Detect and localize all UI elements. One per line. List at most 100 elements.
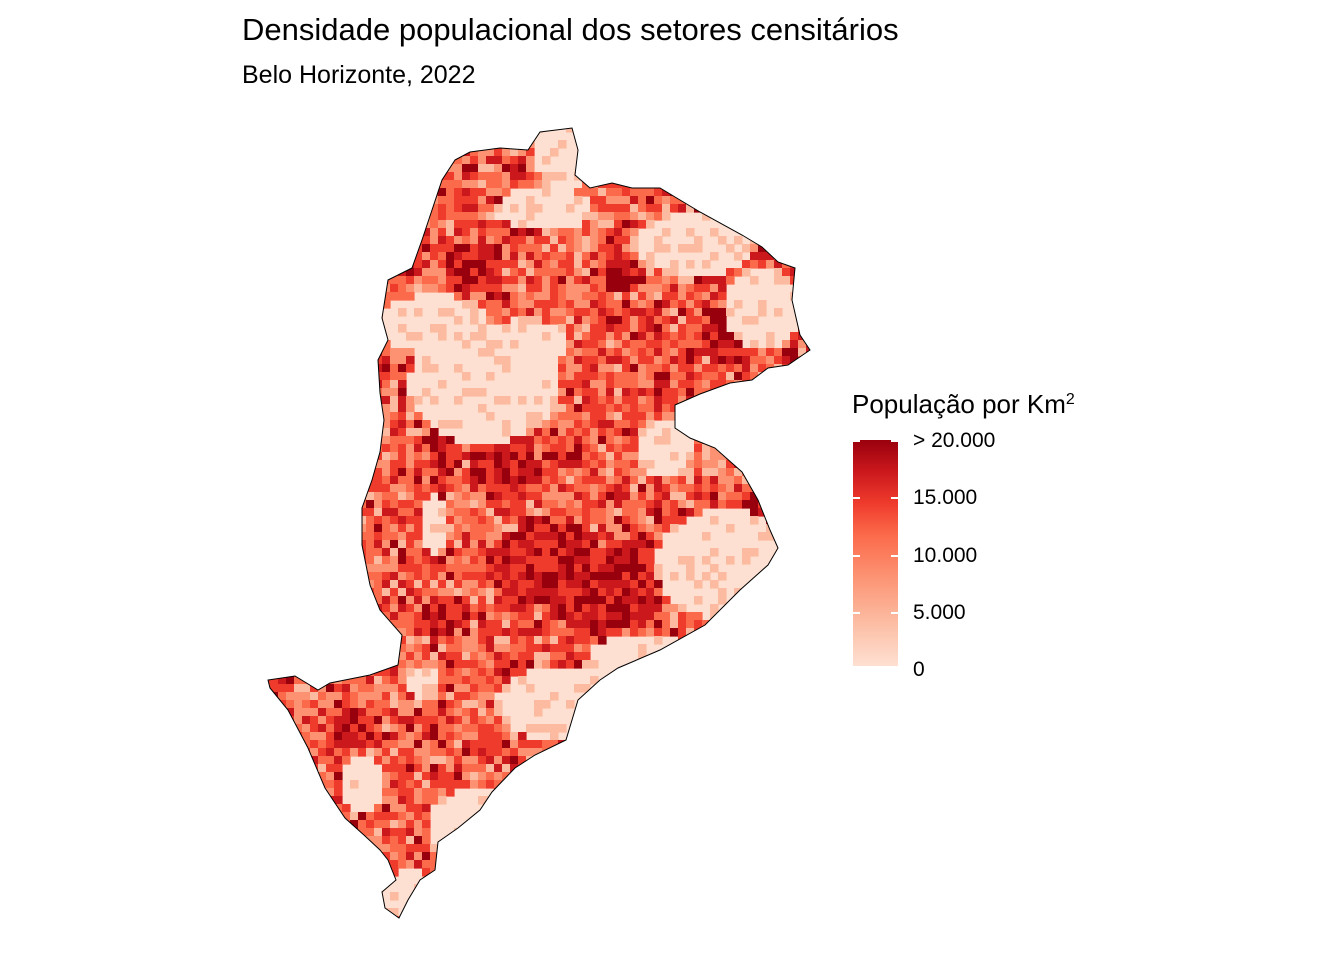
census-tract-cell <box>702 164 711 173</box>
census-tract-cell <box>318 300 327 309</box>
census-tract-cell <box>638 340 647 349</box>
census-tract-cell <box>678 348 687 357</box>
census-tract-cell <box>430 588 439 597</box>
census-tract-cell <box>614 356 623 365</box>
census-tract-cell <box>806 284 810 293</box>
census-tract-cell <box>542 780 551 789</box>
census-tract-cell <box>310 636 319 645</box>
census-tract-cell <box>526 292 535 301</box>
census-tract-cell <box>438 324 447 333</box>
census-tract-cell <box>268 420 271 429</box>
census-tract-cell <box>590 420 599 429</box>
census-tract-cell <box>726 428 735 437</box>
census-tract-cell <box>798 300 807 309</box>
census-tract-cell <box>566 268 575 277</box>
census-tract-cell <box>774 668 783 677</box>
census-tract-cell <box>278 452 287 461</box>
census-tract-cell <box>342 180 351 189</box>
census-tract-cell <box>398 324 407 333</box>
census-tract-cell <box>270 236 279 245</box>
census-tract-cell <box>478 476 487 485</box>
census-tract-cell <box>342 364 351 373</box>
census-tract-cell <box>598 396 607 405</box>
census-tract-cell <box>342 292 351 301</box>
census-tract-cell <box>758 212 767 221</box>
census-tract-cell <box>598 268 607 277</box>
census-tract-cell <box>646 340 655 349</box>
census-tract-cell <box>534 660 543 669</box>
census-tract-cell <box>550 580 559 589</box>
census-tract-cell <box>662 132 671 141</box>
census-tract-cell <box>494 644 503 653</box>
census-tract-cell <box>718 484 727 493</box>
census-tract-cell <box>414 500 423 509</box>
census-tract-cell <box>462 284 471 293</box>
census-tract-cell <box>654 588 663 597</box>
census-tract-cell <box>358 364 367 373</box>
census-tract-cell <box>638 324 647 333</box>
census-tract-cell <box>638 132 647 141</box>
census-tract-cell <box>590 588 599 597</box>
census-tract-cell <box>638 460 647 469</box>
census-tract-cell <box>326 284 335 293</box>
census-tract-cell <box>798 572 807 581</box>
census-tract-cell <box>268 388 271 397</box>
census-tract-cell <box>268 748 271 757</box>
census-tract-cell <box>390 484 399 493</box>
census-tract-cell <box>718 412 727 421</box>
census-tract-cell <box>814 388 823 397</box>
census-tract-cell <box>542 276 551 285</box>
census-tract-cell <box>342 612 351 621</box>
census-tract-cell <box>750 716 759 725</box>
census-tract-cell <box>398 180 407 189</box>
census-tract-cell <box>598 740 607 749</box>
census-tract-cell <box>598 228 607 237</box>
census-tract-cell <box>406 172 415 181</box>
census-tract-cell <box>294 364 303 373</box>
census-tract-cell <box>430 660 439 669</box>
census-tract-cell <box>582 452 591 461</box>
census-tract-cell <box>606 268 615 277</box>
census-tract-cell <box>750 748 759 757</box>
census-tract-cell <box>462 244 471 253</box>
census-tract-cell <box>582 484 591 493</box>
census-tract-cell <box>630 244 639 253</box>
census-tract-cell <box>686 204 695 213</box>
census-tract-cell <box>654 380 663 389</box>
census-tract-cell <box>486 572 495 581</box>
census-tract-cell <box>446 772 455 781</box>
census-tract-cell <box>302 620 311 629</box>
census-tract-cell <box>558 476 567 485</box>
census-tract-cell <box>286 420 295 429</box>
census-tract-cell <box>638 700 647 709</box>
census-tract-cell <box>710 740 719 749</box>
census-tract-cell <box>598 212 607 221</box>
census-tract-cell <box>574 292 583 301</box>
census-tract-cell <box>286 652 295 661</box>
census-tract-cell <box>726 500 735 509</box>
census-tract-cell <box>806 364 810 373</box>
census-tract-cell <box>582 748 591 757</box>
census-tract-cell <box>268 172 271 181</box>
census-tract-cell <box>734 340 743 349</box>
census-tract-cell <box>798 180 807 189</box>
census-tract-cell <box>750 132 759 141</box>
census-tract-cell <box>502 684 511 693</box>
census-tract-cell <box>702 716 711 725</box>
census-tract-cell <box>814 164 823 173</box>
census-tract-cell <box>446 132 455 141</box>
census-tract-cell <box>750 436 759 445</box>
census-tract-cell <box>678 500 687 509</box>
census-tract-cell <box>374 636 383 645</box>
census-tract-cell <box>686 692 695 701</box>
census-tract-cell <box>502 132 511 141</box>
census-tract-cell <box>390 772 399 781</box>
census-tract-cell <box>398 772 407 781</box>
census-tract-cell <box>734 180 743 189</box>
census-tract-cell <box>542 572 551 581</box>
census-tract-cell <box>766 772 775 781</box>
census-tract-cell <box>294 580 303 589</box>
census-tract-cell <box>382 548 391 557</box>
census-tract-cell <box>630 516 639 525</box>
census-tract-cell <box>462 660 471 669</box>
